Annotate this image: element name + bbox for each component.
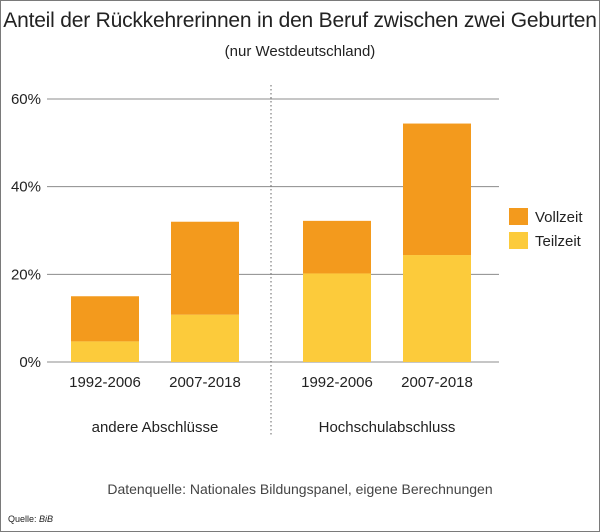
group-label: andere Abschlüsse [92, 419, 219, 436]
axes: 0% 20% 40% 60% 1992-2006 2007-2018 1992-2006 20… [11, 91, 473, 436]
y-tick-label: 40% [11, 179, 41, 196]
bar-teilzeit-0 [71, 341, 139, 362]
y-tick-label: 60% [11, 91, 41, 108]
bar-vollzeit-3 [403, 123, 471, 256]
group-label: Hochschulabschluss [319, 419, 456, 436]
credit-source: BiB [39, 514, 54, 524]
bars [71, 123, 471, 362]
x-tick-label: 1992-2006 [301, 374, 373, 391]
source-note: Datenquelle: Nationales Bildungspanel, e… [107, 481, 493, 497]
bar-vollzeit-2 [303, 220, 371, 274]
legend-swatch-teilzeit [509, 232, 528, 249]
bar-teilzeit-2 [303, 273, 371, 362]
credit-label: Quelle: [8, 514, 37, 524]
chart-subtitle: (nur Westdeutschland) [224, 43, 376, 60]
bar-vollzeit-0 [71, 296, 139, 342]
x-tick-label: 2007-2018 [169, 374, 241, 391]
legend-label-vollzeit: Vollzeit [535, 209, 583, 226]
x-tick-label: 2007-2018 [401, 374, 473, 391]
y-tick-label: 0% [19, 354, 41, 371]
x-tick-label: 1992-2006 [69, 374, 141, 391]
bar-teilzeit-1 [171, 314, 239, 362]
legend: Vollzeit Teilzeit [509, 208, 583, 250]
bar-vollzeit-1 [171, 221, 239, 315]
legend-swatch-vollzeit [509, 208, 528, 225]
y-tick-label: 20% [11, 266, 41, 283]
legend-label-teilzeit: Teilzeit [535, 233, 582, 250]
chart-title: Anteil der Rückkehrerinnen in den Beruf … [3, 9, 597, 32]
bar-teilzeit-3 [403, 255, 471, 362]
credit: Quelle: BiB [8, 514, 53, 524]
